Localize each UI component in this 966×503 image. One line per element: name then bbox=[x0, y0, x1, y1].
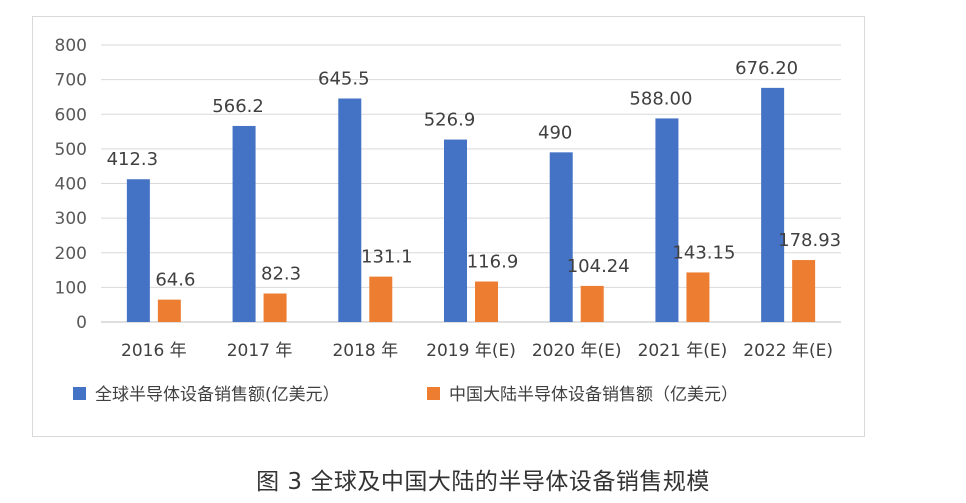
bar bbox=[580, 285, 604, 322]
y-tick-label: 300 bbox=[55, 209, 87, 229]
y-tick-label: 700 bbox=[55, 71, 87, 91]
bar bbox=[444, 139, 467, 322]
data-label: 82.3 bbox=[261, 264, 301, 285]
bar bbox=[686, 272, 710, 322]
y-tick-label: 800 bbox=[55, 36, 87, 56]
bar bbox=[369, 276, 393, 322]
data-label: 490 bbox=[538, 122, 572, 143]
bar bbox=[549, 152, 573, 322]
x-tick-label: 2021 年(E) bbox=[638, 341, 728, 361]
legend-label: 全球半导体设备销售额(亿美元） bbox=[95, 385, 340, 405]
x-tick-label: 2019 年(E) bbox=[426, 341, 516, 361]
y-tick-label: 200 bbox=[55, 244, 87, 264]
x-tick-label: 2016 年 bbox=[121, 341, 187, 361]
data-label: 412.3 bbox=[107, 149, 159, 170]
chart-frame: 0 100 200 300 400 500 600 700 800 412.3 64.6 2016 年… bbox=[32, 16, 865, 437]
data-label: 566.2 bbox=[212, 96, 264, 117]
bar bbox=[792, 260, 816, 322]
y-tick-label: 0 bbox=[76, 313, 87, 333]
bar bbox=[232, 125, 256, 322]
data-label: 178.93 bbox=[778, 230, 841, 251]
bar bbox=[761, 87, 785, 322]
legend-label: 中国大陆半导体设备销售额（亿美元） bbox=[449, 385, 738, 405]
data-label: 116.9 bbox=[467, 252, 519, 273]
data-label: 588.00 bbox=[629, 88, 692, 109]
data-label: 676.20 bbox=[735, 58, 798, 79]
x-tick-label: 2022 年(E) bbox=[743, 341, 833, 361]
bar bbox=[475, 281, 498, 322]
bar bbox=[157, 299, 181, 322]
bar bbox=[338, 98, 362, 322]
legend-swatch bbox=[73, 387, 86, 400]
data-label: 64.6 bbox=[155, 270, 195, 291]
data-label: 104.24 bbox=[567, 256, 630, 277]
data-label: 131.1 bbox=[361, 247, 413, 268]
y-tick-label: 500 bbox=[55, 140, 87, 160]
x-tick-label: 2017 年 bbox=[227, 341, 293, 361]
y-tick-label: 100 bbox=[55, 278, 87, 298]
bar-chart: 0 100 200 300 400 500 600 700 800 412.3 64.6 2016 年… bbox=[55, 36, 842, 405]
x-tick-label: 2020 年(E) bbox=[532, 341, 622, 361]
data-label: 526.9 bbox=[424, 110, 476, 131]
x-tick-label: 2018 年 bbox=[332, 341, 398, 361]
data-label: 645.5 bbox=[318, 68, 370, 89]
figure-caption: 图 3 全球及中国大陆的半导体设备销售规模 bbox=[256, 469, 710, 495]
bar bbox=[263, 293, 287, 322]
y-tick-label: 600 bbox=[55, 105, 87, 125]
data-label: 143.15 bbox=[672, 242, 735, 263]
y-tick-label: 400 bbox=[55, 175, 87, 195]
bar bbox=[126, 179, 150, 322]
legend-swatch bbox=[427, 387, 440, 400]
bar bbox=[655, 118, 679, 322]
